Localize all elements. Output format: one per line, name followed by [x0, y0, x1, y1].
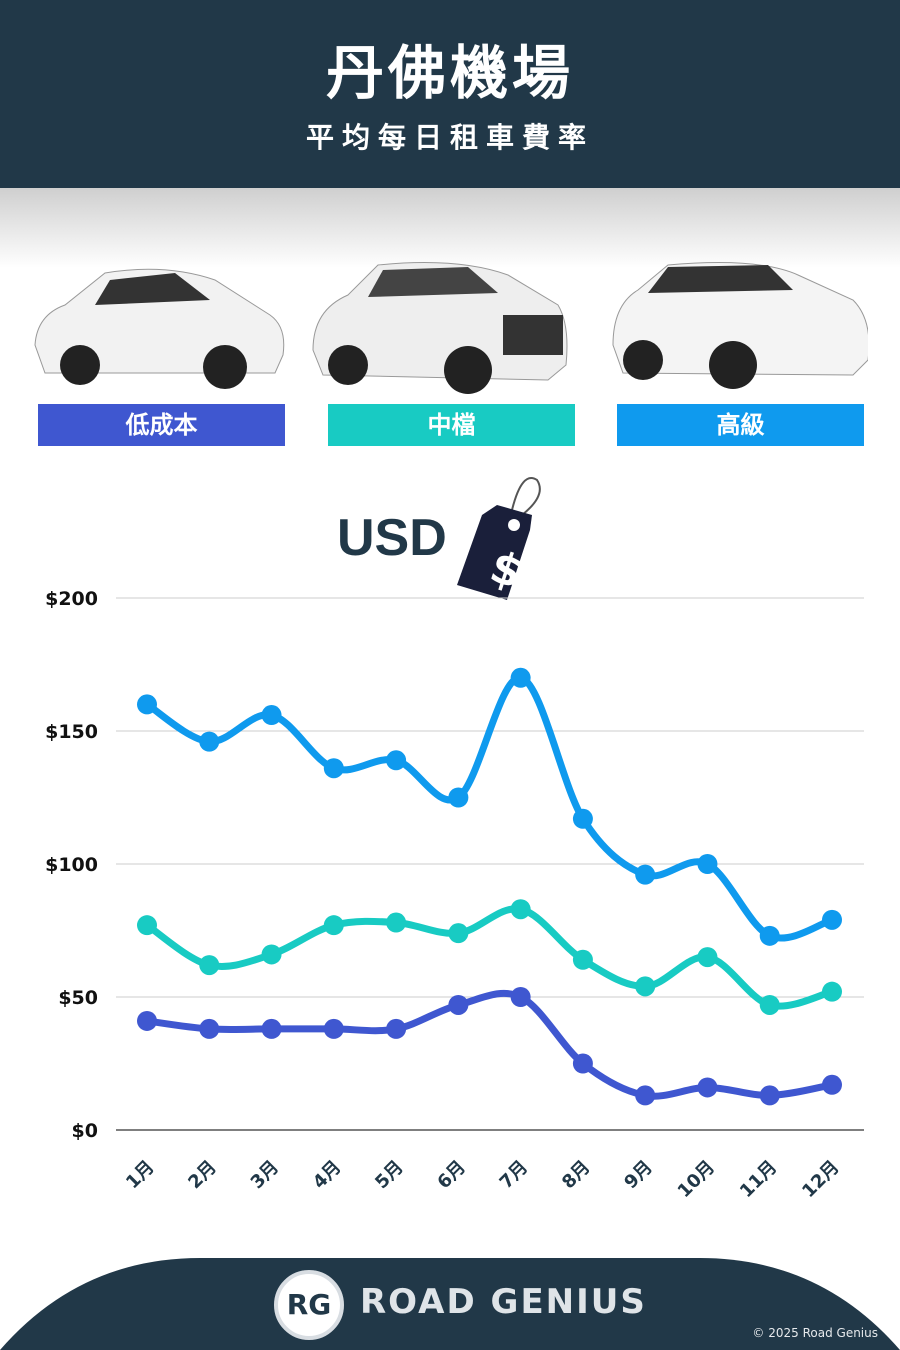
data-point [697, 947, 718, 968]
data-point [822, 909, 842, 930]
footer-banner [0, 1258, 900, 1350]
page-subtitle: 平均每日租車費率 [305, 121, 594, 154]
midsize-suv-image [312, 262, 568, 394]
series-line-0 [143, 674, 836, 942]
data-point [323, 758, 344, 779]
x-tick-label: 2月 [184, 1157, 220, 1193]
legend-premium: 高級 [617, 404, 864, 446]
brand-name: ROAD GENIUS [360, 1282, 647, 1322]
data-point [822, 981, 842, 1002]
header: 丹佛機場 平均每日租車費率 [0, 0, 900, 188]
data-point [697, 1077, 718, 1098]
data-point [199, 1018, 220, 1039]
legend-midsize: 中檔 [328, 404, 575, 446]
x-tick-label: 10月 [674, 1157, 719, 1202]
data-point [572, 808, 593, 829]
road-genius-logo: RG [274, 1270, 344, 1340]
price-tag-dollar-icon: $ [457, 477, 541, 600]
x-tick-label: 11月 [736, 1157, 781, 1202]
premium-suv-image [612, 262, 868, 389]
data-point [510, 667, 531, 688]
data-point [137, 915, 157, 936]
x-tick-label: 1月 [122, 1157, 158, 1193]
data-point [199, 955, 220, 976]
data-point [572, 949, 593, 970]
data-point [759, 925, 780, 946]
data-point [323, 1018, 344, 1039]
x-tick-label: 7月 [496, 1157, 532, 1193]
data-point [448, 923, 469, 944]
x-tick-label: 4月 [309, 1157, 345, 1193]
data-point [510, 899, 531, 920]
data-point [261, 944, 282, 965]
y-tick-label: $100 [45, 854, 98, 876]
data-point [635, 1085, 656, 1106]
economy-car-image [34, 268, 285, 389]
data-point [697, 854, 718, 874]
legend-economy: 低成本 [38, 404, 285, 446]
data-point [635, 864, 656, 885]
data-point [822, 1074, 842, 1095]
line-chart: $0 $50 $100 $150 $200 1月 2月 3月 4月 5月 6月 7月 8月 9月 10月 11… [45, 588, 864, 1202]
data-point [759, 1085, 780, 1106]
page-title: 丹佛機場 [325, 39, 574, 107]
y-tick-label: $200 [45, 588, 98, 610]
copyright: © 2025 Road Genius [752, 1326, 878, 1340]
series-line-1 [143, 905, 836, 1010]
header-shadow [0, 188, 900, 268]
x-tick-label: 6月 [433, 1157, 469, 1193]
data-point [261, 705, 282, 726]
x-tick-label: 5月 [371, 1157, 407, 1193]
data-point [572, 1053, 593, 1074]
data-point [759, 994, 780, 1015]
x-tick-label: 12月 [798, 1157, 843, 1202]
y-tick-label: $50 [58, 987, 98, 1009]
data-point [137, 1010, 157, 1031]
data-point [448, 994, 469, 1015]
y-tick-label: $0 [72, 1120, 98, 1142]
data-point [635, 976, 656, 997]
data-point [386, 750, 407, 771]
data-point [199, 731, 220, 752]
data-point [323, 915, 344, 936]
data-point [137, 694, 157, 715]
currency-label: USD [337, 509, 447, 567]
data-point [386, 912, 407, 933]
y-tick-label: $150 [45, 721, 98, 743]
x-tick-label: 9月 [620, 1157, 656, 1193]
data-point [448, 787, 469, 808]
data-point [261, 1018, 282, 1039]
series-line-2 [143, 989, 836, 1100]
data-point [386, 1018, 407, 1039]
x-tick-label: 3月 [247, 1157, 283, 1193]
data-point [510, 987, 531, 1007]
x-tick-label: 8月 [558, 1157, 594, 1193]
